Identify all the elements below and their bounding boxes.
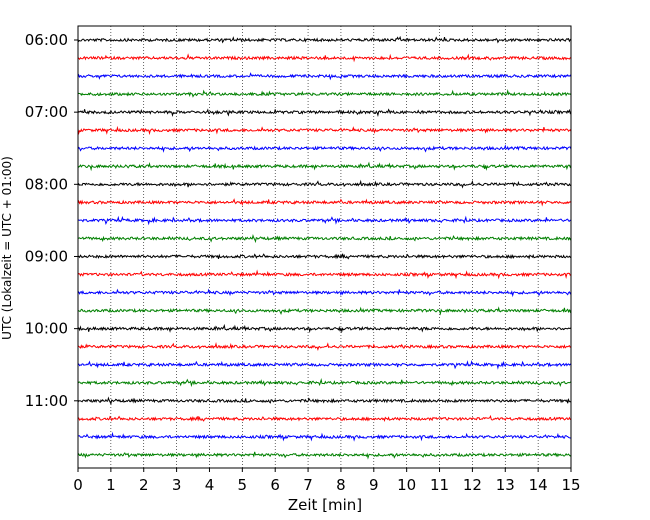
x-tick-label: 14	[529, 476, 548, 494]
seismogram-trace	[77, 269, 572, 280]
seismogram-trace	[77, 125, 572, 136]
x-tick-label: 2	[139, 476, 149, 494]
x-tick-label: 6	[270, 476, 280, 494]
seismogram-trace	[77, 179, 572, 189]
seismogram-trace	[77, 161, 572, 172]
x-tick-label: 8	[336, 476, 346, 494]
x-tick-label: 13	[496, 476, 515, 494]
x-tick-label: 15	[561, 476, 580, 494]
seismogram-trace	[77, 144, 572, 153]
x-tick-label: 3	[172, 476, 182, 494]
y-tick-label: 09:00	[25, 247, 68, 265]
seismogram-trace	[77, 396, 572, 406]
y-tick-label: 07:00	[25, 103, 68, 121]
y-tick-label: 11:00	[25, 392, 68, 410]
seismogram-trace	[77, 431, 572, 442]
seismogram-trace	[77, 53, 572, 63]
seismogram-trace	[77, 306, 572, 316]
y-tick-label: 08:00	[25, 175, 68, 193]
seismogram-trace	[77, 89, 572, 98]
x-tick-label: 7	[303, 476, 313, 494]
seismogram-trace	[77, 108, 572, 118]
y-tick-label: 10:00	[25, 320, 68, 338]
seismogram-trace	[77, 377, 572, 388]
seismogram-trace	[77, 360, 572, 370]
x-tick-label: 10	[397, 476, 416, 494]
seismogram-trace	[77, 215, 572, 226]
seismogram-trace	[77, 234, 572, 244]
seismogram-trace	[77, 414, 572, 422]
seismogram-trace	[77, 35, 572, 44]
plot-frame	[77, 25, 572, 469]
x-axis-label: Zeit [min]	[288, 496, 362, 514]
x-tick-label: 9	[369, 476, 379, 494]
seismogram-trace	[77, 288, 572, 298]
x-tick-label: 5	[238, 476, 248, 494]
seismogram-trace	[77, 253, 572, 260]
x-tick-label: 12	[463, 476, 482, 494]
seismogram-trace	[77, 198, 572, 207]
y-axis-label: UTC (Lokalzeit = UTC + 01:00)	[0, 156, 14, 340]
x-tick-label: 0	[73, 476, 83, 494]
seismogram-trace	[77, 72, 572, 81]
seismogram-trace	[77, 341, 572, 352]
y-tick-label: 06:00	[25, 31, 68, 49]
seismogram-trace	[77, 451, 572, 460]
x-tick-label: 4	[205, 476, 215, 494]
traces	[77, 35, 572, 460]
x-tick-label: 1	[106, 476, 116, 494]
x-tick-label: 11	[430, 476, 449, 494]
y-axis-ticks: 06:00 07:00 08:00 09:00 10:00 11:00	[25, 31, 78, 410]
seismogram-trace	[77, 323, 572, 334]
x-axis-ticks: 0 1 2 3 4 5 6 7 8 9 10 11 12 13 14 15	[73, 468, 581, 494]
